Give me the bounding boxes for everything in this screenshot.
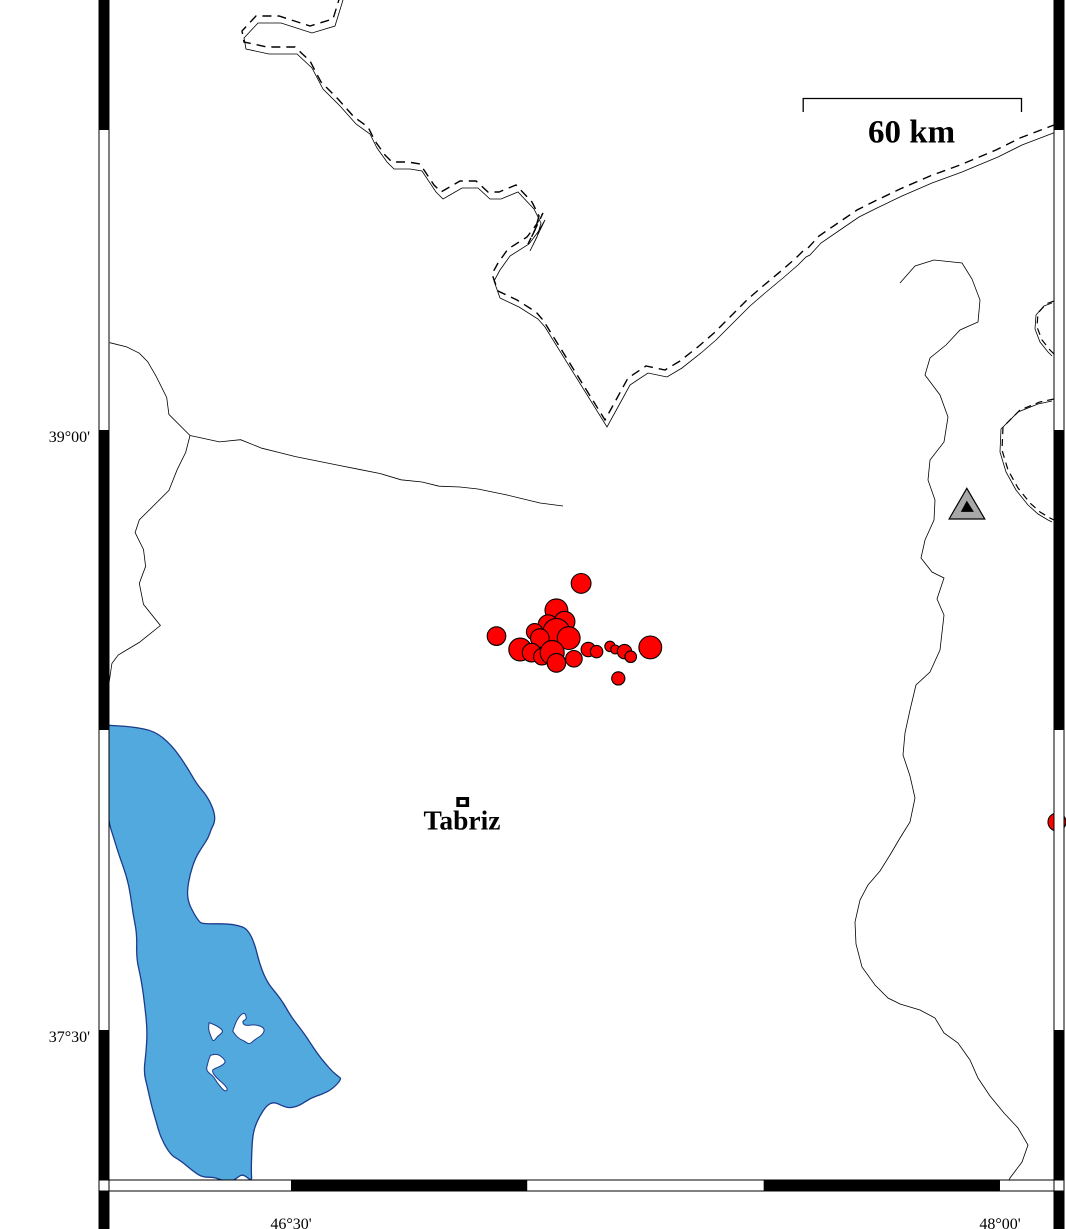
svg-text:37°30': 37°30' [49, 1029, 90, 1046]
svg-text:Tabriz: Tabriz [424, 805, 501, 836]
svg-text:39°00': 39°00' [49, 429, 90, 446]
svg-text:46°30': 46°30' [270, 1216, 311, 1229]
svg-text:60 km: 60 km [868, 114, 955, 150]
svg-text:48°00': 48°00' [979, 1216, 1020, 1229]
